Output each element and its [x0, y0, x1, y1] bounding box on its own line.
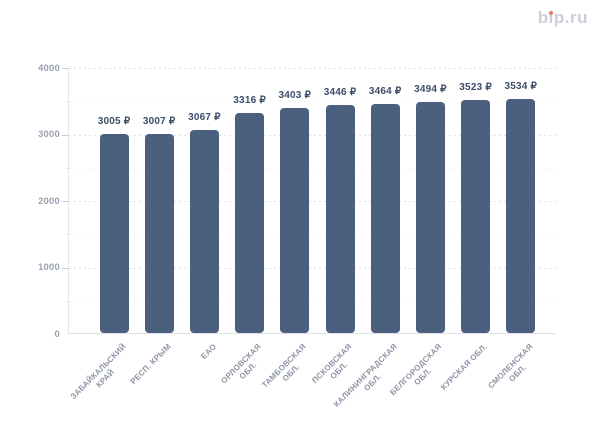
bar[interactable]	[370, 103, 400, 333]
plot-area	[68, 68, 556, 334]
x-axis-label-line: КУРСКАЯ ОБЛ.	[439, 342, 489, 392]
bar-value-label: 3005 ₽	[97, 116, 131, 128]
bip-ru-logo-text: bip.ru	[537, 8, 588, 27]
bar[interactable]	[99, 134, 129, 333]
bar-value-label: 3007 ₽	[142, 116, 176, 128]
bar-value-label: 3534 ₽	[504, 80, 538, 92]
x-axis-label: КУРСКАЯ ОБЛ.	[439, 342, 489, 392]
x-axis-label: ТАМБОВСКАЯ ОБЛ.	[260, 342, 315, 397]
y-major-tick	[62, 201, 68, 202]
y-minor-tick	[66, 167, 71, 169]
x-axis-label: СМОЛЕНСКАЯ ОБЛ.	[486, 342, 541, 397]
y-major-tick	[62, 68, 68, 69]
bar-value-label: 3067 ₽	[188, 112, 221, 124]
bar-value-label: 3494 ₽	[414, 83, 447, 95]
bar-value-label: 3403 ₽	[278, 89, 312, 101]
bip-ru-logo[interactable]: bip.ru	[538, 8, 588, 28]
bar-value-label: 3446 ₽	[323, 86, 357, 98]
y-major-tick	[62, 134, 68, 136]
y-major-tick	[62, 267, 68, 269]
y-minor-tick	[66, 234, 71, 236]
bar[interactable]	[189, 130, 219, 333]
bar[interactable]	[235, 113, 265, 333]
bar[interactable]	[144, 134, 174, 333]
bar[interactable]	[325, 104, 355, 333]
logo-dot-icon	[548, 10, 553, 15]
y-axis-tick-label: 1000	[38, 262, 60, 273]
y-axis-tick-label: 4000	[38, 62, 60, 74]
bar-value-label: 3316 ₽	[233, 95, 266, 107]
x-axis-label-line: РЕСП. КРЫМ	[128, 342, 173, 387]
bar-value-label: 3523 ₽	[459, 81, 492, 93]
y-axis-tick-label: 3000	[38, 129, 60, 140]
bar-value-label: 3464 ₽	[368, 85, 402, 97]
y-axis-tick-label: 2000	[38, 195, 60, 207]
x-axis-label-line: ЗАБАЙКАЛЬСКИЙ	[68, 342, 128, 402]
x-axis-label: ЗАБАЙКАЛЬСКИЙ КРАЙ	[68, 342, 134, 408]
bar[interactable]	[415, 101, 445, 333]
y-minor-tick	[66, 101, 71, 103]
x-axis-label-line: ЕАО	[198, 342, 218, 361]
y-axis-tick-label: 0	[54, 328, 60, 340]
bar[interactable]	[280, 107, 310, 333]
bar[interactable]	[461, 99, 491, 333]
x-axis-label: РЕСП. КРЫМ	[128, 342, 172, 386]
bar[interactable]	[506, 98, 536, 333]
x-axis-label: ЕАО	[199, 342, 218, 361]
y-minor-tick	[66, 300, 71, 302]
